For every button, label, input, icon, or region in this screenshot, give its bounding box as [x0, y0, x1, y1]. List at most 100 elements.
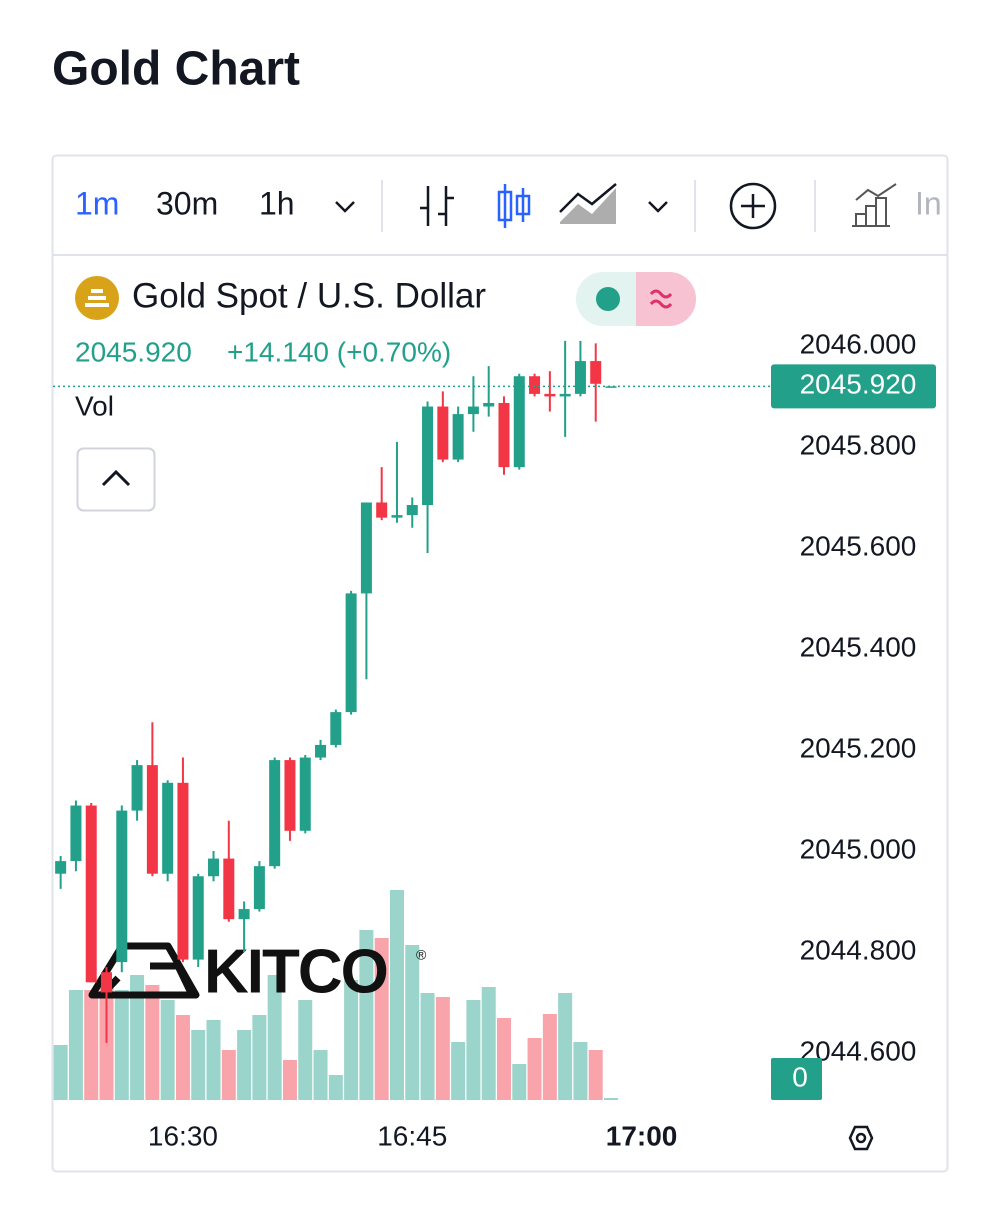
y-tick-label: 2046.000 [800, 328, 917, 359]
settings-button[interactable] [848, 1125, 874, 1151]
indicators-icon[interactable] [852, 183, 897, 227]
interval-button[interactable]: 1m [75, 185, 119, 221]
candle-body [85, 805, 97, 983]
candle-body [483, 402, 495, 407]
volume-bar [451, 1042, 466, 1100]
candle-body [330, 712, 342, 745]
indicators-button[interactable]: In [915, 185, 942, 221]
candle-body [529, 376, 541, 394]
candle-body [360, 502, 372, 594]
volume-bar [53, 1045, 68, 1100]
bar-chart-icon[interactable] [420, 186, 454, 226]
candle-body [55, 861, 67, 874]
candle-body [315, 744, 327, 758]
collapse-chevron [101, 469, 131, 487]
watermark: KITCO ® [88, 937, 427, 1006]
volume-bar [68, 990, 83, 1100]
compare-button[interactable] [729, 182, 777, 230]
candle-body [376, 502, 388, 518]
candle-body [544, 393, 556, 397]
overlay: 2044.6002044.8002045.0002045.2002045.400… [53, 328, 936, 1151]
volume-bar [573, 1042, 588, 1100]
volume-bar [282, 1060, 297, 1100]
candle-body [422, 406, 434, 506]
y-tick-label: 2045.800 [800, 429, 917, 460]
candle-body [406, 505, 418, 516]
chart-card [51, 154, 949, 1173]
candle-body [574, 361, 586, 394]
candle-body [498, 402, 510, 468]
volume-bar [542, 1014, 557, 1100]
candles [55, 340, 617, 1043]
x-tick-label: 16:45 [377, 1120, 447, 1151]
candle-body [131, 765, 143, 811]
candle-body [299, 757, 311, 831]
volume-bar [313, 1050, 328, 1100]
candle-body [101, 972, 113, 993]
price-change: +14.140 (+0.70%) [227, 336, 451, 367]
candle-body [269, 760, 281, 867]
last-price-tag-label: 2045.920 [800, 369, 917, 400]
volume-bar [496, 1018, 511, 1100]
candle-body [437, 406, 449, 460]
collapse-button[interactable] [76, 447, 156, 512]
volume-tick-tag [771, 1058, 822, 1100]
candle-body [192, 876, 204, 960]
interval-dropdown[interactable] [335, 201, 355, 213]
delayed-data-icon [649, 289, 673, 309]
volume-bar [435, 997, 450, 1100]
volume-bar [558, 993, 573, 1100]
volume-bar [221, 1050, 236, 1100]
chart-type-dropdown[interactable] [648, 201, 668, 213]
volume-tick-label: 0 [792, 1061, 808, 1092]
volume-bar [145, 985, 160, 1100]
volume-bar [130, 975, 145, 1100]
volume-bar [175, 1015, 190, 1100]
watermark-mark: ® [416, 947, 427, 963]
legend: Gold Spot / U.S. Dollar 2045.920 +14.140… [75, 272, 696, 512]
volume-bar [359, 930, 374, 1100]
volume-bar [191, 1030, 206, 1100]
volume-bar [344, 980, 359, 1100]
volume-bar [466, 1000, 481, 1100]
interval-button[interactable]: 1h [259, 185, 295, 221]
status-pill-right[interactable] [636, 272, 696, 326]
volume-pane [53, 890, 619, 1100]
last-price-tag [771, 364, 936, 409]
last-price: 2045.920 [75, 336, 192, 367]
market-open-dot [596, 287, 620, 311]
candle-body [177, 782, 189, 960]
volume-bar [389, 890, 404, 1100]
volume-bar [374, 938, 389, 1100]
candle-body [513, 376, 525, 468]
symbol-title: Gold Spot / U.S. Dollar [132, 276, 486, 315]
page-title: Gold Chart [52, 43, 300, 96]
volume-bar [114, 990, 129, 1100]
volume-bar [405, 945, 420, 1100]
candle-body [162, 782, 174, 874]
candle-chart-icon[interactable] [497, 184, 531, 228]
y-tick-label: 2045.400 [800, 631, 917, 662]
interval-button[interactable]: 30m [156, 185, 218, 221]
candle-body [146, 765, 158, 874]
volume-bar [267, 975, 282, 1100]
area-chart-icon[interactable] [559, 183, 617, 224]
candle-body [467, 406, 479, 415]
volume-bar [420, 993, 435, 1100]
volume-bar [84, 990, 99, 1100]
y-tick-label: 2045.000 [800, 833, 917, 864]
candle-body [70, 805, 82, 862]
toolbar: 1m 30m 1h In [75, 180, 942, 232]
x-tick-label: 16:30 [148, 1120, 218, 1151]
volume-bar [298, 1000, 313, 1100]
y-tick-label: 2045.200 [800, 732, 917, 763]
volume-bar [252, 1015, 267, 1100]
volume-bar [160, 1000, 175, 1100]
volume-bar [527, 1038, 542, 1100]
x-tick-label: 17:00 [606, 1120, 678, 1151]
candle-body [253, 866, 265, 910]
candle-body [391, 515, 403, 518]
y-tick-label: 2044.800 [800, 934, 917, 965]
